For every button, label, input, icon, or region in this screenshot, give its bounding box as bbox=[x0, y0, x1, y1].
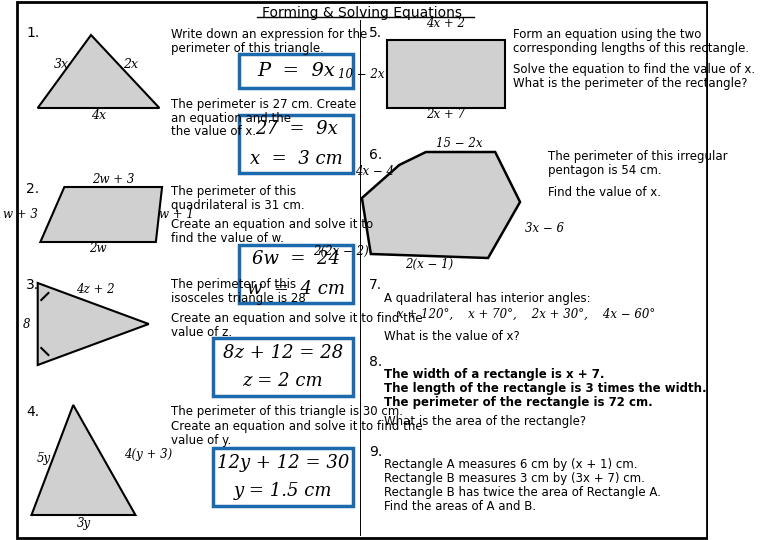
Text: y = 1.5 cm: y = 1.5 cm bbox=[234, 483, 332, 501]
Text: 5.: 5. bbox=[369, 26, 382, 40]
Text: What is the perimeter of the rectangle?: What is the perimeter of the rectangle? bbox=[513, 77, 747, 90]
Text: x  =  3 cm: x = 3 cm bbox=[250, 150, 342, 167]
Text: Rectangle A measures 6 cm by (x + 1) cm.: Rectangle A measures 6 cm by (x + 1) cm. bbox=[384, 458, 637, 471]
Text: 7.: 7. bbox=[369, 278, 382, 292]
Text: 15 − 2x: 15 − 2x bbox=[436, 137, 483, 150]
Text: find the value of w.: find the value of w. bbox=[171, 232, 284, 245]
Text: The length of the rectangle is 3 times the width.: The length of the rectangle is 3 times t… bbox=[384, 382, 707, 395]
Text: 2x: 2x bbox=[122, 58, 137, 71]
Text: The perimeter of this irregular: The perimeter of this irregular bbox=[548, 150, 728, 163]
Polygon shape bbox=[362, 152, 520, 258]
Text: 4z + 2: 4z + 2 bbox=[76, 283, 115, 296]
Text: 4x: 4x bbox=[91, 109, 107, 122]
Text: 12y + 12 = 30: 12y + 12 = 30 bbox=[217, 454, 349, 471]
Text: Create an equation and solve it to find the: Create an equation and solve it to find … bbox=[171, 312, 423, 325]
Text: A quadrilateral has interior angles:: A quadrilateral has interior angles: bbox=[384, 292, 590, 305]
Text: 27  =  9x: 27 = 9x bbox=[255, 120, 338, 138]
Text: 3x − 6: 3x − 6 bbox=[526, 221, 565, 234]
Text: 9.: 9. bbox=[369, 445, 382, 459]
Text: The width of a rectangle is x + 7.: The width of a rectangle is x + 7. bbox=[384, 368, 604, 381]
Text: 2w: 2w bbox=[90, 242, 107, 255]
FancyBboxPatch shape bbox=[239, 245, 353, 303]
Text: w + 1: w + 1 bbox=[159, 208, 194, 221]
Text: w  =  4 cm: w = 4 cm bbox=[247, 280, 346, 298]
FancyBboxPatch shape bbox=[213, 338, 353, 396]
Text: Find the areas of A and B.: Find the areas of A and B. bbox=[384, 500, 537, 513]
Text: value of y.: value of y. bbox=[171, 434, 231, 447]
Text: The perimeter is 27 cm. Create: The perimeter is 27 cm. Create bbox=[171, 98, 356, 111]
Text: The perimeter of this: The perimeter of this bbox=[171, 278, 296, 291]
Text: x + 120°,    x + 70°,    2x + 30°,    4x − 60°: x + 120°, x + 70°, 2x + 30°, 4x − 60° bbox=[398, 308, 656, 321]
Text: 6w  =  24: 6w = 24 bbox=[252, 251, 340, 268]
Bar bbox=[387, 40, 505, 108]
Text: What is the value of x?: What is the value of x? bbox=[384, 330, 520, 343]
Text: pentagon is 54 cm.: pentagon is 54 cm. bbox=[548, 164, 662, 177]
Text: 5y: 5y bbox=[37, 452, 51, 465]
Text: The perimeter of this: The perimeter of this bbox=[171, 185, 296, 198]
Text: 3.: 3. bbox=[27, 278, 39, 292]
Text: 4(y + 3): 4(y + 3) bbox=[124, 448, 172, 461]
Polygon shape bbox=[31, 405, 136, 515]
Text: 8.: 8. bbox=[369, 355, 382, 369]
Text: isosceles triangle is 28: isosceles triangle is 28 bbox=[171, 292, 306, 305]
Polygon shape bbox=[41, 187, 162, 242]
Text: Form an equation using the two: Form an equation using the two bbox=[513, 28, 701, 41]
Text: perimeter of this triangle.: perimeter of this triangle. bbox=[171, 42, 324, 55]
Text: 8z + 12 = 28: 8z + 12 = 28 bbox=[223, 343, 343, 361]
Text: Forming & Solving Equations: Forming & Solving Equations bbox=[262, 6, 462, 20]
Text: 2(x − 1): 2(x − 1) bbox=[406, 258, 454, 271]
Text: 10 − 2x: 10 − 2x bbox=[338, 68, 384, 80]
Text: Create an equation and solve it to: Create an equation and solve it to bbox=[171, 218, 373, 231]
Text: z = 2 cm: z = 2 cm bbox=[243, 373, 323, 390]
Text: 4x + 2: 4x + 2 bbox=[427, 17, 466, 30]
Text: corresponding lengths of this rectangle.: corresponding lengths of this rectangle. bbox=[513, 42, 749, 55]
FancyBboxPatch shape bbox=[213, 448, 353, 506]
Text: What is the area of the rectangle?: What is the area of the rectangle? bbox=[384, 415, 587, 428]
Text: the value of x.: the value of x. bbox=[171, 125, 256, 138]
Text: The perimeter of the rectangle is 72 cm.: The perimeter of the rectangle is 72 cm. bbox=[384, 396, 653, 409]
Text: 8: 8 bbox=[23, 318, 30, 330]
Text: Rectangle B measures 3 cm by (3x + 7) cm.: Rectangle B measures 3 cm by (3x + 7) cm… bbox=[384, 472, 645, 485]
Text: 6.: 6. bbox=[369, 148, 382, 162]
Text: Solve the equation to find the value of x.: Solve the equation to find the value of … bbox=[513, 63, 755, 76]
Text: 1.: 1. bbox=[27, 26, 40, 40]
Text: The perimeter of this triangle is 30 cm.: The perimeter of this triangle is 30 cm. bbox=[171, 405, 403, 418]
Text: value of z.: value of z. bbox=[171, 326, 232, 339]
Text: 2x + 7: 2x + 7 bbox=[427, 108, 466, 121]
Polygon shape bbox=[37, 35, 159, 108]
FancyBboxPatch shape bbox=[239, 115, 353, 173]
Text: 2.: 2. bbox=[27, 182, 39, 196]
Text: 2(2x − 2): 2(2x − 2) bbox=[314, 245, 369, 258]
Text: Find the value of x.: Find the value of x. bbox=[548, 186, 661, 199]
Text: 2w + 3: 2w + 3 bbox=[92, 173, 134, 186]
Text: an equation and the: an equation and the bbox=[171, 112, 291, 125]
Text: Create an equation and solve it to find the: Create an equation and solve it to find … bbox=[171, 420, 423, 433]
Polygon shape bbox=[37, 283, 149, 365]
Text: 3x: 3x bbox=[54, 58, 69, 71]
Text: Rectangle B has twice the area of Rectangle A.: Rectangle B has twice the area of Rectan… bbox=[384, 486, 661, 499]
Text: 4x − 4: 4x − 4 bbox=[355, 165, 394, 178]
FancyBboxPatch shape bbox=[239, 54, 353, 88]
Text: 3y: 3y bbox=[77, 517, 91, 530]
Text: quadrilateral is 31 cm.: quadrilateral is 31 cm. bbox=[171, 199, 304, 212]
Text: P  =  9x: P = 9x bbox=[257, 62, 335, 80]
Text: w + 3: w + 3 bbox=[3, 208, 37, 221]
Text: Write down an expression for the: Write down an expression for the bbox=[171, 28, 367, 41]
Text: 4.: 4. bbox=[27, 405, 39, 419]
